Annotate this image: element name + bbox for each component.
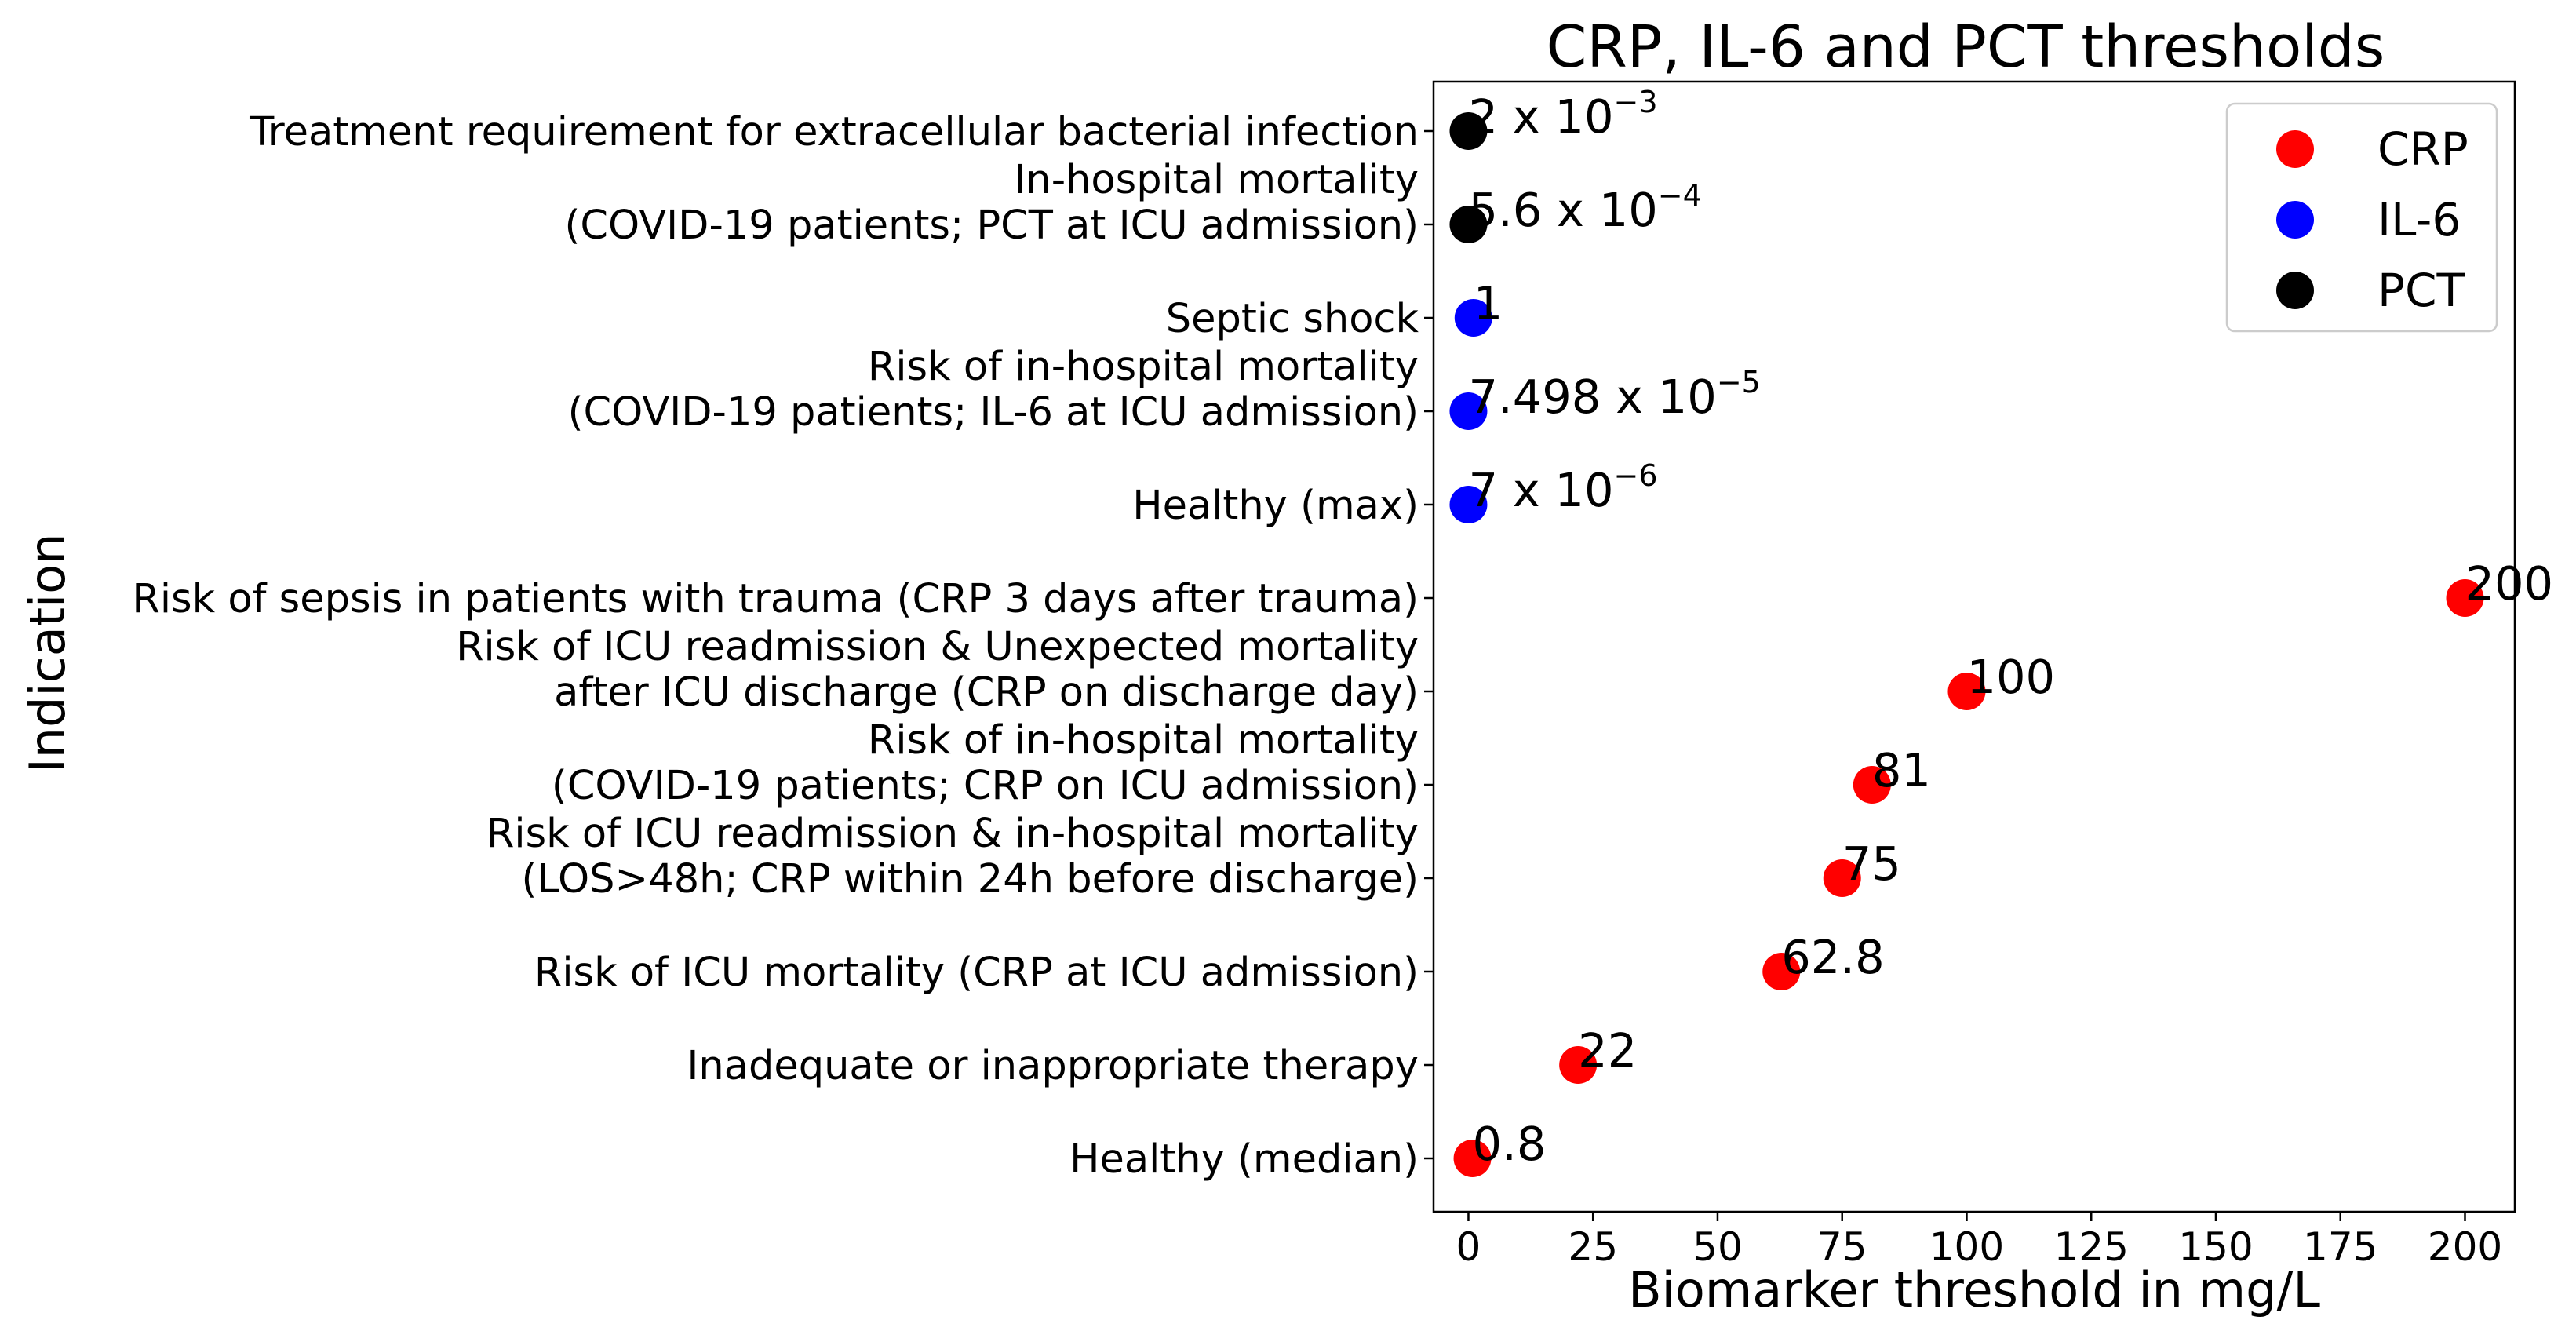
legend-marker	[2276, 201, 2314, 239]
category-label: Risk of ICU readmission & Unexpected mor…	[456, 624, 1419, 716]
category-label-line: Inadequate or inappropriate therapy	[687, 1043, 1419, 1089]
data-point	[1762, 953, 1801, 990]
category-label-line: Risk of in-hospital mortality	[868, 717, 1419, 764]
data-labels: 0.8 22 62.8 75 81 100 200 7 x 10−6 7.498 x 10−5 1…	[1468, 85, 2553, 1171]
data-point	[1449, 486, 1488, 523]
data-point	[1947, 673, 1986, 710]
data-label: 100	[1966, 650, 2055, 704]
legend: CRP IL-6 PCT	[2225, 102, 2498, 333]
x-tick-label: 0	[1456, 1224, 1481, 1270]
category-label-line: Healthy (max)	[1132, 483, 1419, 529]
category-label: Healthy (median)	[1069, 1136, 1419, 1183]
data-label: 81	[1872, 743, 1931, 797]
data-label: 0.8	[1473, 1117, 1547, 1171]
data-point	[1559, 1046, 1598, 1084]
data-label: 22	[1578, 1023, 1637, 1078]
category-label: Septic shock	[1166, 296, 1419, 342]
x-tick-label: 200	[2428, 1224, 2502, 1270]
category-label: Treatment requirement for extracellular …	[249, 109, 1419, 155]
category-label-line: Risk of sepsis in patients with trauma (…	[132, 576, 1419, 622]
x-tick-label: 50	[1692, 1224, 1743, 1270]
data-point	[1454, 299, 1492, 337]
category-label-line: Treatment requirement for extracellular …	[249, 109, 1419, 155]
data-label: 75	[1842, 837, 1901, 891]
legend-marker	[2276, 130, 2314, 168]
legend-label: PCT	[2377, 264, 2465, 317]
x-axis-ticks: 0 25 50 75 100 125 150 175 200	[1456, 1212, 2502, 1270]
data-label: 7.498 x 10−5	[1468, 365, 1760, 424]
x-tick-label: 125	[2054, 1224, 2129, 1270]
data-label: 62.8	[1781, 930, 1884, 984]
data-point	[1853, 766, 1891, 804]
data-point	[1449, 206, 1488, 243]
legend-label: CRP	[2377, 122, 2469, 176]
category-label: Inadequate or inappropriate therapy	[687, 1043, 1419, 1089]
category-label: Risk of in-hospital mortality (COVID-19 p…	[568, 344, 1419, 436]
x-tick-label: 100	[1929, 1224, 2004, 1270]
y-axis-ticks	[1424, 129, 1434, 1160]
legend-label: IL-6	[2377, 193, 2461, 246]
data-points	[1449, 112, 2484, 1177]
category-label-line: after ICU discharge (CRP on discharge da…	[554, 669, 1419, 716]
data-point	[1449, 112, 1488, 150]
legend-marker	[2276, 272, 2314, 309]
category-label-line: (COVID-19 patients; CRP on ICU admission…	[552, 763, 1419, 809]
x-axis-label: Biomarker threshold in mg/L	[1628, 1261, 2320, 1318]
category-label-line: Risk of ICU readmission & in-hospital mo…	[486, 811, 1419, 857]
x-tick-label: 75	[1817, 1224, 1867, 1270]
data-label: 5.6 x 10−4	[1468, 178, 1701, 237]
chart-title: CRP, IL-6 and PCT thresholds	[1547, 13, 2385, 81]
category-label-line: Healthy (median)	[1069, 1136, 1419, 1183]
x-tick-label: 175	[2303, 1224, 2377, 1270]
x-tick-label: 25	[1568, 1224, 1618, 1270]
data-point	[1823, 859, 1861, 897]
data-label: 7 x 10−6	[1468, 458, 1657, 517]
category-label-line: (COVID-19 patients; PCT at ICU admission…	[564, 202, 1419, 249]
category-label-line: In-hospital mortality	[1014, 157, 1419, 203]
category-label-line: Risk of ICU mortality (CRP at ICU admiss…	[534, 950, 1419, 996]
data-label: 200	[2465, 556, 2553, 611]
category-label-line: (COVID-19 patients; IL-6 at ICU admissio…	[568, 389, 1419, 436]
category-label: In-hospital mortality (COVID-19 patients;…	[564, 157, 1419, 249]
category-label: Risk of ICU mortality (CRP at ICU admiss…	[534, 950, 1419, 996]
category-label-line: Septic shock	[1166, 296, 1419, 342]
data-point	[2446, 579, 2484, 617]
category-label: Risk of ICU readmission & in-hospital mo…	[486, 811, 1419, 903]
data-label: 1	[1474, 276, 1503, 330]
category-labels: Healthy (median) Inadequate or inappropri…	[132, 109, 1419, 1183]
category-label: Risk of in-hospital mortality (COVID-19 p…	[552, 717, 1419, 809]
category-label-line: Risk of ICU readmission & Unexpected mor…	[456, 624, 1419, 670]
category-label-line: (LOS>48h; CRP within 24h before discharg…	[522, 856, 1419, 903]
data-point	[1453, 1140, 1492, 1177]
category-label-line: Risk of in-hospital mortality	[868, 344, 1419, 390]
data-point	[1449, 392, 1488, 430]
category-label: Healthy (max)	[1132, 483, 1419, 529]
category-label: Risk of sepsis in patients with trauma (…	[132, 576, 1419, 622]
x-tick-label: 150	[2178, 1224, 2253, 1270]
plot-area-frame	[1432, 80, 2516, 1213]
y-axis-label: Indication	[19, 533, 76, 772]
data-label: 2 x 10−3	[1468, 85, 1657, 144]
